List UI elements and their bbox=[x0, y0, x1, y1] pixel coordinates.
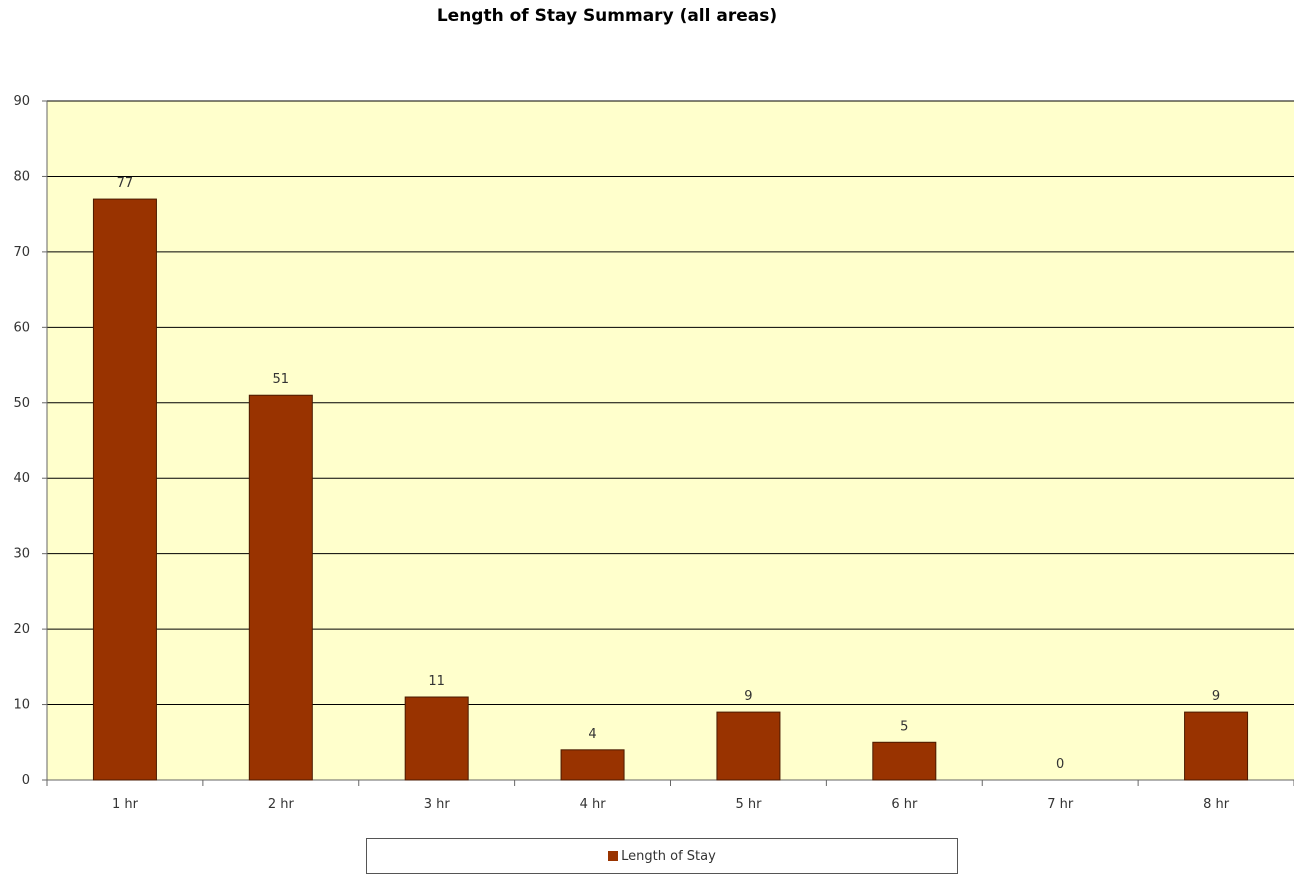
x-tick-label-8-hr: 8 hr bbox=[1203, 797, 1230, 812]
legend-swatch bbox=[608, 851, 619, 861]
bar-5-hr bbox=[716, 711, 781, 781]
bar-3-hr bbox=[404, 696, 469, 781]
labels: 77 1 hr 51 2 hr 11 3 hr 4 4 hr 9 5 hr 5 6 hr 0 7 hr 9 8… bbox=[112, 176, 1230, 812]
x-tick-label-6-hr: 6 hr bbox=[891, 797, 918, 812]
y-tick-label-90: 90 bbox=[13, 94, 30, 109]
x-tick-label-2-hr: 2 hr bbox=[268, 797, 295, 812]
y-tick-label-60: 60 bbox=[13, 320, 30, 335]
y-tick-label-80: 80 bbox=[13, 169, 30, 184]
y-tick-label-70: 70 bbox=[13, 245, 30, 260]
y-tick-label-0: 0 bbox=[22, 773, 30, 788]
x-tick-label-5-hr: 5 hr bbox=[735, 797, 762, 812]
y-tick-label-40: 40 bbox=[13, 471, 30, 486]
data-label-6-hr: 5 bbox=[900, 719, 908, 734]
y-tick-label-30: 30 bbox=[13, 547, 30, 562]
data-label-2-hr: 51 bbox=[273, 372, 290, 387]
data-label-4-hr: 4 bbox=[588, 727, 596, 742]
gridlines bbox=[47, 100, 1294, 706]
y-tick-label-10: 10 bbox=[13, 698, 30, 713]
bar-2-hr bbox=[248, 394, 313, 781]
data-label-1-hr: 77 bbox=[117, 176, 134, 191]
legend-label: Length of Stay bbox=[621, 848, 716, 864]
bar-4-hr bbox=[560, 749, 625, 781]
data-label-8-hr: 9 bbox=[1212, 689, 1220, 704]
x-tick-label-1-hr: 1 hr bbox=[112, 797, 139, 812]
bar-1-hr bbox=[92, 198, 157, 781]
bar-8-hr bbox=[1184, 711, 1249, 781]
bars bbox=[92, 198, 1249, 781]
data-label-7-hr: 0 bbox=[1056, 757, 1064, 772]
data-label-3-hr: 11 bbox=[428, 674, 445, 689]
x-tick-label-7-hr: 7 hr bbox=[1047, 797, 1074, 812]
legend: Length of Stay bbox=[366, 838, 958, 874]
x-tick-label-3-hr: 3 hr bbox=[424, 797, 451, 812]
bar-6-hr bbox=[872, 741, 937, 781]
data-label-5-hr: 9 bbox=[744, 689, 752, 704]
x-tick-label-4-hr: 4 hr bbox=[580, 797, 607, 812]
chart-title: Length of Stay Summary (all areas) bbox=[436, 6, 778, 26]
y-tick-label-50: 50 bbox=[13, 396, 30, 411]
y-tick-label-20: 20 bbox=[13, 622, 30, 637]
plot-area bbox=[47, 101, 1294, 780]
